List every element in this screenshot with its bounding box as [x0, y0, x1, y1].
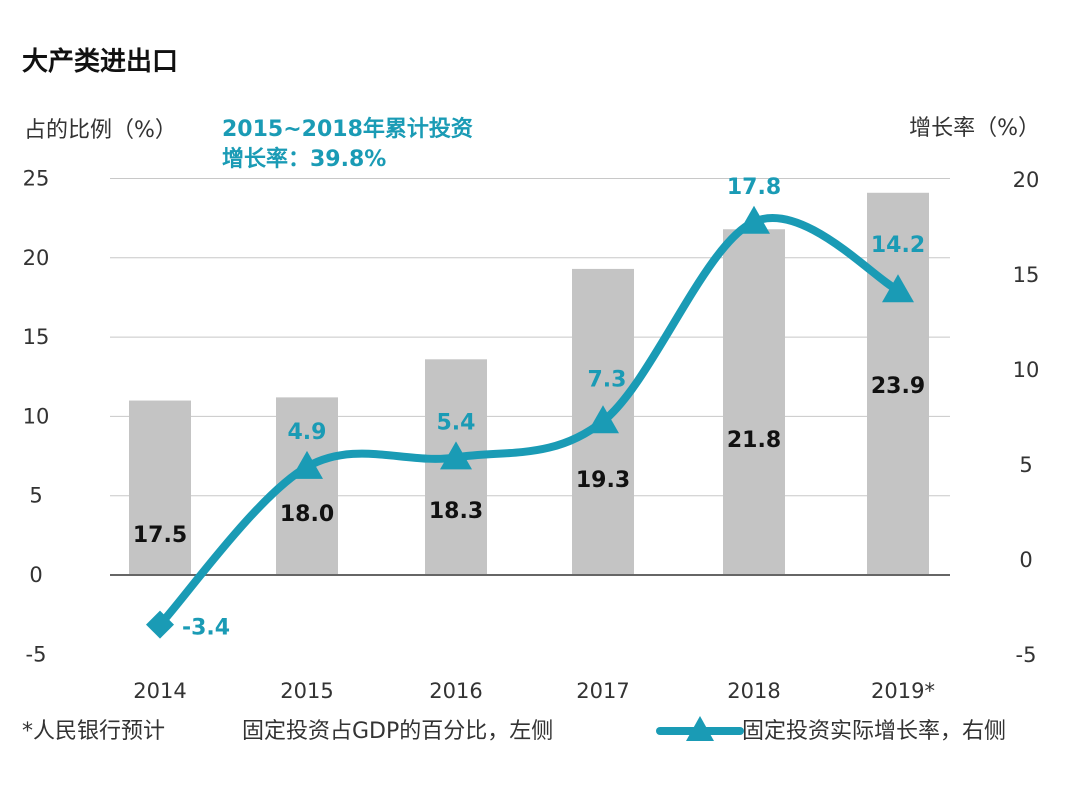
- left-axis-title: 占的比例（%）: [24, 118, 177, 143]
- legend-bar-label: 固定投资占GDP的百分比，左侧: [242, 719, 553, 744]
- triangle-marker: [291, 450, 323, 479]
- right-axis-ticks: -5 0 5 10 15 20: [1013, 168, 1040, 667]
- growth-line-path: [156, 214, 902, 629]
- right-axis-title: 增长率（%）: [909, 116, 1040, 141]
- gridlines: [110, 178, 950, 497]
- growth-value-label: 14.2: [871, 233, 925, 258]
- left-tick-label: 5: [29, 484, 42, 508]
- left-tick-label: 25: [23, 167, 50, 191]
- right-tick-label: -5: [1016, 643, 1037, 667]
- footnote: *人民银行预计: [22, 719, 165, 744]
- bar-value-label: 18.0: [280, 502, 334, 527]
- diamond-marker: [146, 610, 174, 639]
- legend: 固定投资占GDP的百分比，左侧 固定投资实际增长率，右侧: [242, 716, 1006, 744]
- bar-value-label: 21.8: [727, 428, 781, 453]
- bar-value-label: 23.9: [871, 374, 925, 399]
- triangle-marker: [882, 274, 914, 303]
- annotation-line-1: 2015~2018年累计投资: [222, 116, 473, 142]
- x-tick-label: 2019*: [871, 679, 935, 703]
- right-tick-label: 0: [1019, 548, 1032, 572]
- right-tick-label: 20: [1013, 168, 1040, 192]
- right-tick-label: 10: [1013, 358, 1040, 382]
- x-tick-label: 2017: [576, 679, 629, 703]
- growth-value-label: 17.8: [727, 175, 781, 200]
- growth-value-label: 4.9: [288, 420, 327, 445]
- bar: [129, 400, 191, 575]
- triangle-marker: [440, 441, 472, 470]
- left-tick-label: 15: [23, 325, 50, 349]
- bar-value-label: 19.3: [576, 468, 630, 493]
- x-tick-label: 2015: [280, 679, 333, 703]
- bar-value-label: 18.3: [429, 499, 483, 524]
- triangle-marker: [587, 405, 619, 434]
- left-tick-label: -5: [26, 642, 47, 666]
- growth-line: -3.4 4.9 5.4 7.3 17.8 14.2: [146, 175, 925, 641]
- growth-value-label: 7.3: [588, 367, 627, 392]
- bar-value-label: 17.5: [133, 523, 187, 548]
- x-tick-label: 2014: [133, 679, 186, 703]
- left-tick-label: 0: [29, 563, 42, 587]
- left-tick-label: 10: [23, 404, 50, 428]
- annotation-line-2: 增长率：39.8%: [222, 146, 386, 172]
- growth-value-label: -3.4: [182, 616, 230, 641]
- right-tick-label: 15: [1013, 263, 1040, 287]
- bar: [867, 192, 929, 576]
- legend-triangle-icon: [686, 716, 714, 741]
- bar: [723, 229, 785, 575]
- left-tick-label: 20: [23, 246, 50, 270]
- left-axis-ticks: -5 0 5 10 15 20 25: [23, 167, 50, 667]
- legend-line-label: 固定投资实际增长率，右侧: [742, 719, 1006, 744]
- growth-value-label: 5.4: [437, 410, 476, 435]
- right-tick-label: 5: [1019, 453, 1032, 477]
- triangle-marker: [738, 205, 770, 234]
- x-axis-ticks: 2014 2015 2016 2017 2018 2019*: [133, 679, 935, 703]
- x-tick-label: 2016: [429, 679, 482, 703]
- bar-value-labels: 17.5 18.0 18.3 19.3 21.8 23.9: [133, 374, 925, 548]
- x-tick-label: 2018: [727, 679, 780, 703]
- chart-title: 大产类进出口: [22, 47, 178, 77]
